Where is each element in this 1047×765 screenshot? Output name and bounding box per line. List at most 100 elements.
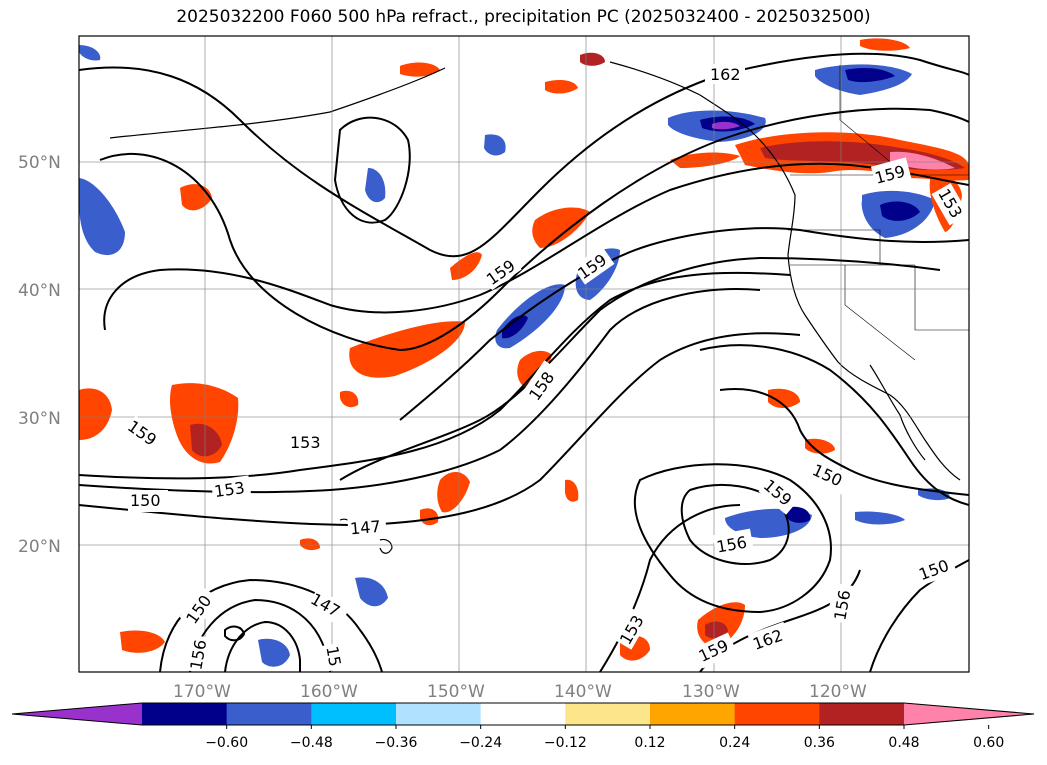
contour-158: [399, 227, 969, 421]
contour-label: 162: [710, 65, 741, 84]
colorbar-tick-label: 0.48: [888, 735, 919, 751]
contour-153-east: [719, 388, 969, 496]
precip-neg-s: [355, 577, 388, 607]
colorbar-extend-max: [904, 703, 1034, 725]
contour-label-bg: [479, 251, 522, 291]
contour-label-bg: [870, 157, 912, 188]
contour-159-ring: [680, 484, 790, 565]
colorbar-extend-min: [12, 703, 142, 725]
contour-label: 153: [213, 478, 246, 501]
colorbar-tick-label: −0.36: [375, 735, 418, 751]
colorbar: −0.60 −0.48 −0.36 −0.24 −0.12 0.12 0.24 0.36 0.4…: [11, 702, 1035, 751]
precip-neg-south: [258, 638, 290, 667]
colorbar-tick-label: 0.24: [719, 735, 750, 751]
contour-label-bg: [612, 607, 650, 650]
precip-pos-mid4: [517, 350, 552, 385]
border-ca-nv: [844, 265, 916, 361]
precip-pos-west-core: [190, 423, 222, 457]
lat-label-20n: 20°N: [18, 537, 61, 557]
contour-162-north: [79, 52, 969, 258]
contour-150-se: [869, 559, 969, 672]
precip-neg-farnw: [79, 45, 101, 61]
contour-label: 15: [322, 645, 344, 668]
precip-neg-ne-core: [845, 68, 895, 83]
precip-pos-bc: [670, 152, 740, 168]
contour-150-east: [699, 344, 969, 506]
contour-label-bg: [693, 632, 738, 669]
plot-area: [79, 36, 969, 672]
lon-label-160w: 160°W: [300, 682, 358, 702]
colorbar-tick-label: −0.24: [459, 735, 502, 751]
contour-label-bg: [913, 552, 957, 586]
colorbar-swatch: [226, 703, 312, 725]
precip-neg-west: [79, 178, 125, 256]
contour-156: [339, 256, 941, 481]
precip-pos-e4: [545, 80, 578, 94]
colorbar-tick-label: 0.36: [804, 735, 835, 751]
contour-label-bg: [758, 474, 801, 515]
contour-label-bg: [705, 64, 745, 84]
precip-pos-e6: [860, 38, 910, 51]
contour-label-bg: [521, 360, 563, 406]
colorbar-swatch: [819, 703, 905, 725]
precip-neg-jet1-core: [502, 315, 528, 339]
border-wa-or: [788, 229, 881, 265]
colorbar-tick-label: −0.48: [290, 735, 333, 751]
contour-label-bg: [210, 475, 252, 503]
colorbar-tick-label: −0.60: [205, 735, 248, 751]
precip-pos-e3: [400, 62, 440, 77]
precip-pos-mid3: [532, 207, 590, 248]
precip-pos-w2: [340, 390, 359, 408]
contour-159-north: [99, 107, 969, 352]
contour-159-jet: [103, 162, 969, 331]
colorbar-swatch: [734, 703, 820, 725]
precip-pos-w3: [300, 538, 320, 551]
contour-159-loop: [333, 116, 411, 224]
precip-pos-s5: [420, 508, 439, 526]
precip-neg-interior-core: [880, 201, 920, 221]
precip-pos-south1: [120, 630, 165, 653]
colorbar-tick-label: 0.60: [973, 735, 1004, 751]
contour-label-bg: [320, 642, 347, 672]
coastline-alaska-peninsula: [109, 67, 446, 139]
contour-label-bg: [931, 183, 969, 226]
colorbar-outline: [11, 702, 1035, 726]
lat-label-30n: 30°N: [18, 409, 61, 429]
contour-label-bg: [808, 459, 853, 496]
coastline-or-ca: [787, 254, 961, 481]
contour-162-south: [599, 504, 741, 672]
graticule: [79, 36, 969, 672]
latitude-labels: 50°N 40°N 30°N 20°N: [18, 153, 61, 557]
lat-label-40n: 40°N: [18, 281, 61, 301]
lat-label-50n: 50°N: [18, 153, 61, 173]
coastline-se-alaska: [609, 61, 756, 136]
contour-label-bg: [179, 585, 220, 630]
colorbar-swatch: [396, 703, 482, 725]
contour-label-bg: [572, 245, 615, 285]
colorbar-swatch: [565, 703, 651, 725]
precip-pos-e1: [768, 388, 800, 408]
colorbar-swatch: [142, 703, 228, 725]
contour-label-bg: [827, 582, 856, 624]
colorbar-swatch: [650, 703, 736, 725]
colorbar-tick-label: −0.12: [544, 735, 587, 751]
colorbar-swatch: [480, 703, 566, 725]
precip-pos-e2: [805, 438, 835, 454]
precip-pos-farwest: [79, 388, 112, 440]
colorbar-tick-label: 0.12: [634, 735, 665, 751]
contour-sw-tiny: [224, 625, 246, 642]
colorbar-swatch: [311, 703, 397, 725]
lon-label-150w: 150°W: [427, 682, 485, 702]
precip-neg-se-core: [785, 506, 811, 523]
coastlines: [109, 61, 961, 554]
coastline-baja: [869, 364, 926, 461]
contour-label: 150: [130, 491, 161, 510]
contour-label-bg: [306, 588, 351, 627]
coastline-bc-wa: [754, 134, 796, 256]
figure-title: 2025032200 F060 500 hPa refract., precip…: [176, 7, 871, 27]
contour-label-bg: [122, 415, 166, 455]
refractivity-contours: [79, 52, 969, 672]
contour-label-bg: [288, 432, 326, 454]
lon-label-130w: 130°W: [682, 682, 740, 702]
